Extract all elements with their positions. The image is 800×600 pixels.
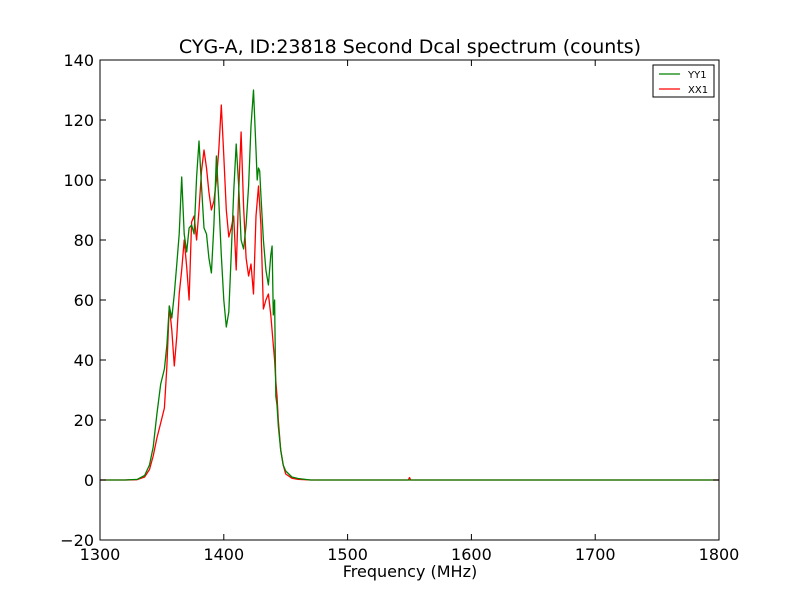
chart-title: CYG-A, ID:23818 Second Dcal spectrum (co…: [179, 36, 641, 58]
y-tick-label: 80: [74, 231, 94, 250]
legend: YY1 XX1: [652, 64, 715, 98]
y-tick-label: 140: [63, 51, 94, 70]
x-tick-label: 1500: [327, 545, 368, 564]
x-tick-label: 1400: [203, 545, 244, 564]
x-axis-ticks: 1300 1400 1500 1600 1700 1800: [80, 60, 740, 564]
y-tick-label: 0: [84, 471, 94, 490]
series-layer: [100, 89, 719, 481]
x-tick-label: 1600: [451, 545, 492, 564]
y-tick-label: 120: [63, 111, 94, 130]
legend-label-yy1: YY1: [687, 70, 707, 81]
legend-box: [652, 64, 715, 98]
y-tick-label: 100: [63, 171, 94, 190]
y-tick-label: 20: [74, 411, 94, 430]
legend-label-xx1: XX1: [688, 85, 708, 96]
x-tick-label: 1700: [575, 545, 616, 564]
x-axis-label: Frequency (MHz): [343, 562, 477, 581]
y-tick-label: 40: [74, 351, 94, 370]
y-axis-ticks: −20 0 20 40 60 80 100 120 140: [60, 51, 719, 550]
x-tick-label: 1800: [699, 545, 740, 564]
y-tick-label: 60: [74, 291, 94, 310]
x-tick-label: 1300: [80, 545, 121, 564]
y-tick-label: −20: [60, 531, 94, 550]
series-line-yy1: [100, 89, 719, 481]
